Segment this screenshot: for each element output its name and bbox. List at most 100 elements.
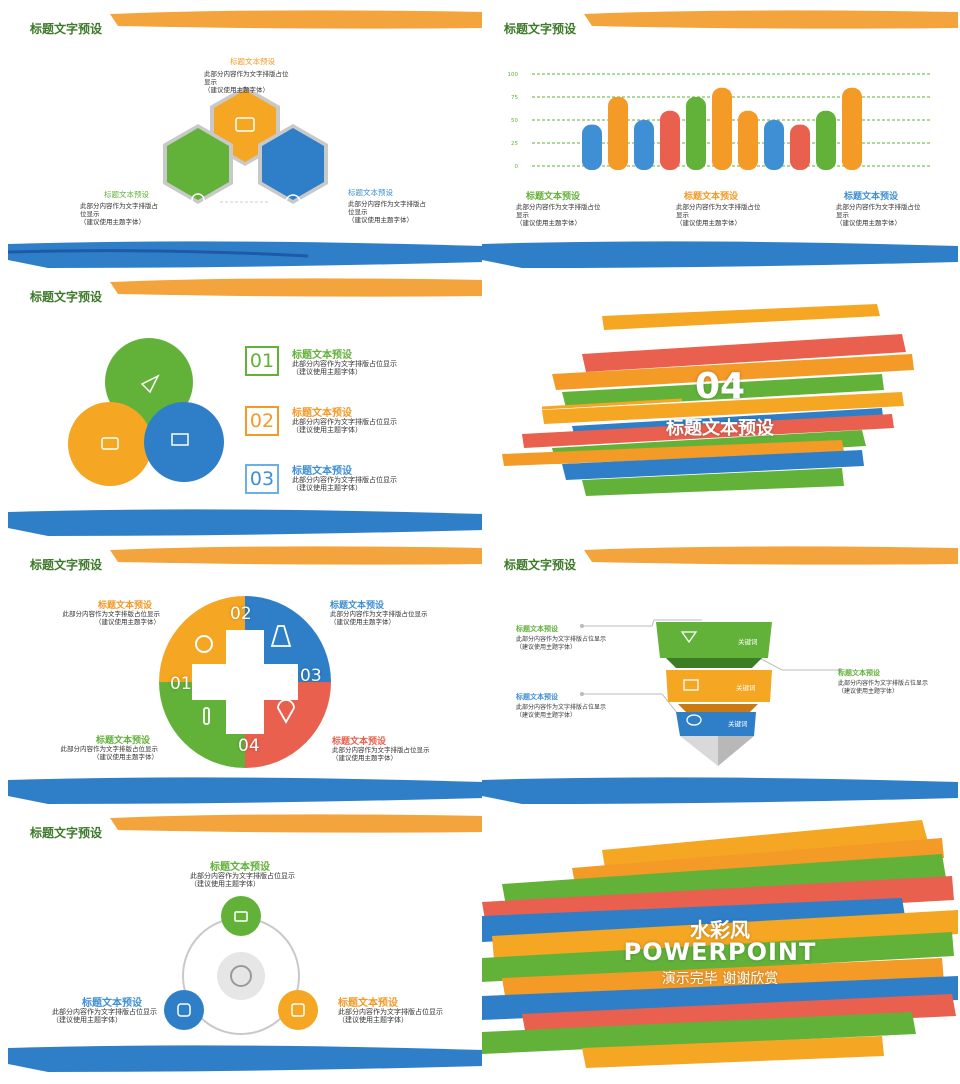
chart-label-3: 标题文本预设 [844, 192, 899, 202]
slide-2-bar-chart[interactable]: 100 75 50 25 0 标题文字预设 标题文本预设 此部分内容作为文字排版占位显示… [482, 6, 958, 274]
end-title-en: POWERPOINT [623, 938, 817, 966]
r-text: 此部分内容作为文字排版占位显示 （建议使用主题字体） [838, 680, 929, 695]
slide-7-decoration [8, 814, 484, 1072]
bar [660, 110, 680, 170]
flask-icon [270, 625, 292, 647]
top-text: 此部分内容作为文字排版占位显示 （建议使用主题字体） [204, 70, 289, 94]
left-text: 此部分内容作为文字排版占位显示 （建议使用主题字体） [52, 1008, 157, 1024]
slide-4-section[interactable]: 04 标题文本预设 [482, 274, 958, 542]
item-text-3: 此部分内容作为文字排版占位显示 （建议使用主题字体） [292, 476, 397, 492]
bar [686, 97, 706, 170]
r-label: 标题文本预设 [838, 669, 880, 677]
slide-5-cross-wheel[interactable]: 02 01 03 04 标题文字预设 标题文本预设 此部分内容作为文字排版占位显… [8, 542, 484, 810]
right-text: 此部分内容作为文字排版占位显示 （建议使用主题字体） [348, 200, 426, 224]
slide-6-decoration [482, 546, 958, 804]
coins-icon [285, 194, 301, 210]
person-icon [191, 193, 205, 207]
bl-label: 标题文本预设 [96, 736, 151, 746]
bar [842, 87, 862, 170]
left-label: 标题文本预设 [104, 190, 149, 199]
send-icon [140, 374, 160, 394]
item-number-1: 01 [245, 346, 279, 376]
top-label: 标题文本预设 [210, 862, 270, 873]
slide-2-decoration [482, 10, 958, 268]
tl-text: 此部分内容作为文字排版占位显示 （建议使用主题字体） [62, 610, 161, 626]
slide-title: 标题文字预设 [30, 826, 103, 840]
segment-03: 03 [300, 666, 322, 686]
layer-label-2: 关键词 [736, 684, 756, 692]
item-number-3: 03 [245, 464, 279, 494]
y-tick-label: 75 [511, 95, 518, 101]
chart-text-3: 此部分内容作为文字排版占位显示 （建议使用主题字体） [836, 203, 921, 227]
item-label-2: 标题文本预设 [292, 408, 352, 419]
y-tick-label: 0 [515, 164, 519, 170]
tl-label: 标题文本预设 [98, 601, 153, 611]
bar [608, 97, 628, 170]
left-label: 标题文本预设 [82, 998, 142, 1009]
chart-text-2: 此部分内容作为文字排版占位显示 （建议使用主题字体） [676, 203, 761, 227]
item-label-1: 标题文本预设 [292, 350, 352, 361]
instagram-icon [177, 1003, 191, 1017]
chart-label-2: 标题文本预设 [684, 192, 739, 202]
location-pin-icon [277, 699, 295, 724]
y-tick-label: 25 [511, 141, 518, 147]
section-title: 标题文本预设 [666, 418, 774, 439]
segment-02: 02 [230, 604, 252, 624]
radiation-icon [195, 635, 213, 653]
monitor-icon [171, 433, 189, 446]
top-text: 此部分内容作为文字排版占位显示 （建议使用主题字体） [190, 872, 295, 888]
slide-1-decoration [8, 10, 484, 268]
chart-text-1: 此部分内容作为文字排版占位显示 （建议使用主题字体） [516, 203, 601, 227]
bar-chart: 100 75 50 25 0 [508, 72, 932, 170]
slide-6-layers[interactable]: 关键词 关键词 关键词 标题文字预设 标题文本预设 此部分内容作为文字排版占位显… [482, 542, 958, 810]
right-label: 标题文本预设 [348, 188, 393, 197]
monitor-icon [683, 679, 699, 691]
layer-label-1: 关键词 [738, 638, 758, 646]
camera-icon [101, 437, 119, 450]
layer-label-3: 关键词 [728, 720, 748, 728]
slide-7-cycle[interactable]: 标题文字预设 标题文本预设 此部分内容作为文字排版占位显示 （建议使用主题字体） … [8, 810, 484, 1078]
slide-title: 标题文字预设 [504, 22, 577, 36]
slide-1-hexagons[interactable]: 标题文字预设 标题文本预设 此部分内容作为文字排版占位显示 （建议使用主题字体） … [8, 6, 484, 274]
item-label-3: 标题文本预设 [292, 466, 352, 477]
slide-title: 标题文字预设 [504, 558, 577, 572]
slide-3-decoration [8, 278, 484, 536]
top-label: 标题文本预设 [230, 57, 275, 66]
bar [764, 120, 784, 170]
left-text: 此部分内容作为文字排版占位显示 （建议使用主题字体） [80, 202, 158, 226]
slide-title: 标题文字预设 [30, 290, 103, 304]
lock-icon [234, 911, 248, 922]
bar [634, 120, 654, 170]
linkedin-icon [291, 1003, 305, 1017]
l1-text: 此部分内容作为文字排版占位显示 （建议使用主题字体） [516, 636, 607, 651]
bar [712, 87, 732, 170]
bar [738, 110, 758, 170]
slide-4-brush-strokes [502, 304, 914, 496]
briefcase-icon [235, 117, 255, 132]
slide-3-venn-list[interactable]: 标题文字预设 01 标题文本预设 此部分内容作为文字排版占位显示 （建议使用主题字… [8, 274, 484, 542]
diamond-icon [680, 631, 698, 644]
tr-label: 标题文本预设 [330, 601, 385, 611]
y-tick-label: 50 [511, 118, 518, 124]
br-text: 此部分内容作为文字排版占位显示 （建议使用主题字体） [332, 746, 430, 762]
slide-5-decoration [8, 546, 484, 804]
right-text: 此部分内容作为文字排版占位显示 （建议使用主题字体） [338, 1008, 443, 1024]
segment-01: 01 [170, 674, 192, 694]
slide-8-brush-strokes [482, 820, 958, 1068]
item-text-2: 此部分内容作为文字排版占位显示 （建议使用主题字体） [292, 418, 397, 434]
tr-text: 此部分内容作为文字排版占位显示 （建议使用主题字体） [330, 610, 428, 626]
slide-title: 标题文字预设 [30, 22, 103, 36]
slide-8-end[interactable]: 水彩风 POWERPOINT 演示完毕 谢谢欣赏 [482, 810, 958, 1078]
item-text-1: 此部分内容作为文字排版占位显示 （建议使用主题字体） [292, 360, 397, 376]
l2-text: 此部分内容作为文字排版占位显示 （建议使用主题字体） [516, 704, 607, 719]
thermometer-icon [203, 707, 210, 725]
end-title-cn: 水彩风 [690, 918, 750, 942]
y-tick-label: 100 [508, 72, 519, 78]
br-label: 标题文本预设 [332, 737, 387, 747]
item-number-2: 02 [245, 406, 279, 436]
right-label: 标题文本预设 [338, 998, 398, 1009]
chart-label-1: 标题文本预设 [526, 192, 581, 202]
segment-04: 04 [238, 736, 260, 756]
bl-text: 此部分内容作为文字排版占位显示 （建议使用主题字体） [60, 745, 159, 761]
section-number: 04 [694, 366, 746, 407]
